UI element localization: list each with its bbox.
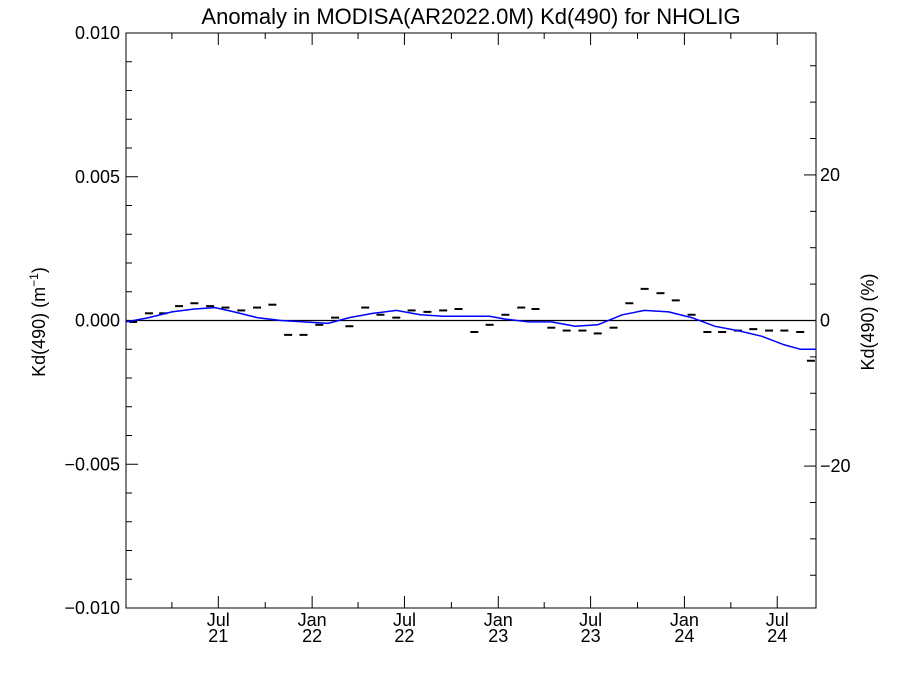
y-tick-label: −0.005	[64, 454, 120, 474]
y-tick-label: −0.010	[64, 598, 120, 618]
x-tick-label-month: Jul	[766, 610, 789, 630]
y-tick-label: 0.000	[75, 311, 120, 331]
x-tick-label-year: 24	[767, 626, 787, 646]
x-tick-label-year: 22	[394, 626, 414, 646]
x-tick-label-year: 24	[674, 626, 694, 646]
y2-tick-label: 0	[820, 311, 830, 331]
plot-marks: −0.010−0.0050.0000.0050.010−20020Jul21Ja…	[64, 23, 850, 646]
y-tick-label: 0.010	[75, 23, 120, 43]
x-tick-label-month: Jul	[579, 610, 602, 630]
x-tick-label-month: Jan	[298, 610, 327, 630]
x-tick-label-year: 23	[488, 626, 508, 646]
chart-title: Anomaly in MODISA(AR2022.0M) Kd(490) for…	[201, 4, 740, 29]
x-tick-label-year: 21	[208, 626, 228, 646]
x-tick-label-year: 23	[581, 626, 601, 646]
x-tick-label-month: Jan	[670, 610, 699, 630]
x-tick-label-month: Jan	[484, 610, 513, 630]
x-tick-label-month: Jul	[207, 610, 230, 630]
x-tick-label-month: Jul	[393, 610, 416, 630]
smoothed-series-line	[125, 306, 816, 350]
y2-tick-label: −20	[820, 456, 851, 476]
x-tick-label-year: 22	[302, 626, 322, 646]
y-axis-right-label: Kd(490) (%)	[858, 273, 878, 370]
y2-tick-label: 20	[820, 165, 840, 185]
y-tick-label: 0.005	[75, 167, 120, 187]
y-axis-left-label: Kd(490) (m−1)	[27, 267, 49, 377]
